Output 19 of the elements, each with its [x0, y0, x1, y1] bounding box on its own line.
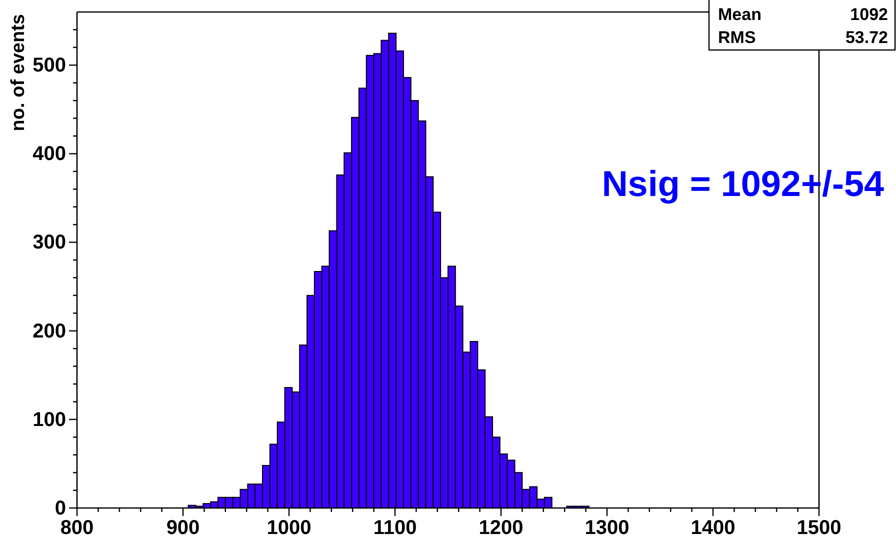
x-tick-label: 1100 — [373, 517, 417, 539]
x-tick-label: 800 — [60, 517, 94, 539]
y-tick-label: 500 — [32, 54, 66, 77]
text: 1092 — [850, 5, 888, 24]
x-tick-label: 1300 — [584, 517, 630, 539]
x-tick-label: 1500 — [796, 517, 842, 539]
x-tick-label: 1000 — [266, 517, 312, 539]
annotation: RMS — [718, 28, 756, 47]
y-tick-label: 200 — [32, 320, 66, 342]
y-tick-label: 400 — [32, 143, 66, 166]
annotation: Mean — [718, 5, 762, 24]
text: 53.72 — [845, 28, 888, 47]
x-tick-label: 900 — [166, 517, 200, 539]
y-tick-label: 0 — [54, 497, 66, 520]
x-tick-label: 1400 — [690, 517, 736, 539]
x-tick-label: 1200 — [478, 517, 524, 539]
y-tick-label: 300 — [32, 232, 66, 254]
y-axis-title: no. of events — [8, 14, 29, 132]
y-tick-label: 100 — [32, 408, 66, 431]
